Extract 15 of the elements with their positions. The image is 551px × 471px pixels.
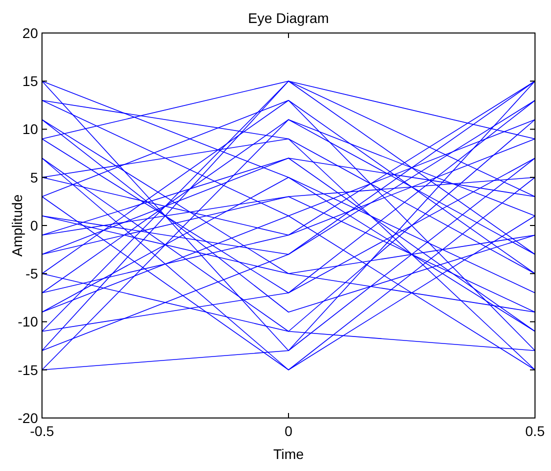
y-tick-label: -15	[18, 362, 38, 378]
x-tick-label: 0.5	[525, 423, 545, 439]
y-tick-label: 0	[30, 217, 38, 234]
y-tick-label: 5	[30, 169, 38, 186]
y-tick-label: 20	[22, 24, 38, 41]
y-tick-label: -10	[18, 314, 38, 330]
y-tick-label: 10	[22, 121, 38, 138]
y-tick-label: -5	[26, 266, 38, 282]
x-axis-title: Time	[273, 446, 304, 462]
y-tick-label: -20	[18, 410, 38, 426]
x-tick-label: -0.5	[30, 423, 54, 439]
y-axis-title: Amplitude	[9, 194, 25, 257]
chart-title: Eye Diagram	[248, 10, 329, 26]
y-tick-label: 15	[22, 73, 38, 90]
x-tick-label: 0	[284, 423, 293, 439]
